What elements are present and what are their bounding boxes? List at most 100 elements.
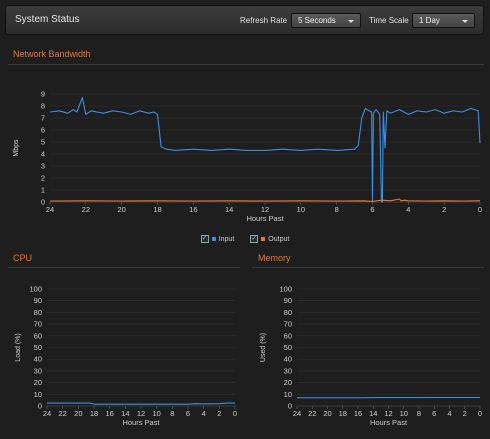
chevron-down-icon xyxy=(462,20,468,23)
bandwidth-x-tick-label: 16 xyxy=(189,205,197,214)
bandwidth-x-tick-label: 10 xyxy=(297,205,305,214)
cpu-x-tick-label: 2 xyxy=(217,409,221,418)
input-swatch xyxy=(211,237,216,241)
memory-y-tick-label: 60 xyxy=(284,331,292,340)
cpu-series-load-line xyxy=(47,402,235,405)
top-toolbar: System Status Refresh Rate 5 Seconds Tim… xyxy=(5,5,484,35)
cpu-section-title: CPU xyxy=(13,253,33,263)
bandwidth-y-tick-label: 2 xyxy=(41,174,45,183)
cpu-y-tick-label: 70 xyxy=(34,320,42,329)
legend-output-label: Output xyxy=(268,235,290,243)
bandwidth-section-title: Network Bandwidth xyxy=(13,49,91,59)
memory-x-tick-label: 24 xyxy=(293,409,301,418)
memory-x-tick-label: 12 xyxy=(384,409,392,418)
cpu-x-tick-label: 12 xyxy=(137,409,145,418)
time-scale-select[interactable]: 1 Day xyxy=(412,13,475,28)
bandwidth-x-axis-label: Hours Past xyxy=(246,214,284,223)
bandwidth-legend: ✓ Input ✓ Output xyxy=(0,233,490,245)
memory-y-tick-label: 100 xyxy=(279,285,292,294)
memory-x-tick-label: 4 xyxy=(447,409,451,418)
output-swatch xyxy=(261,237,266,241)
bandwidth-y-tick-label: 0 xyxy=(41,198,45,207)
legend-input-label: Input xyxy=(218,235,235,243)
memory-y-tick-label: 40 xyxy=(284,355,292,364)
cpu-divider xyxy=(8,267,240,268)
cpu-x-tick-label: 18 xyxy=(90,409,98,418)
bandwidth-y-tick-label: 4 xyxy=(41,150,45,159)
bandwidth-divider xyxy=(8,64,484,65)
cpu-x-tick-label: 8 xyxy=(170,409,174,418)
bandwidth-y-tick-label: 7 xyxy=(41,114,45,123)
bandwidth-x-tick-label: 2 xyxy=(442,205,446,214)
cpu-y-tick-label: 90 xyxy=(34,296,42,305)
memory-x-tick-label: 6 xyxy=(432,409,436,418)
bandwidth-y-tick-label: 5 xyxy=(41,138,45,147)
bandwidth-x-tick-label: 14 xyxy=(225,205,233,214)
cpu-x-tick-label: 0 xyxy=(233,409,237,418)
cpu-x-tick-label: 14 xyxy=(121,409,129,418)
time-scale-value: 1 Day xyxy=(419,16,440,25)
memory-x-axis-label: Hours Past xyxy=(370,418,408,427)
cpu-x-tick-label: 24 xyxy=(43,409,51,418)
bandwidth-x-tick-label: 12 xyxy=(261,205,269,214)
cpu-x-tick-label: 20 xyxy=(74,409,82,418)
cpu-x-tick-label: 4 xyxy=(202,409,206,418)
cpu-x-tick-label: 6 xyxy=(186,409,190,418)
legend-input-toggle[interactable]: ✓ Input xyxy=(200,233,235,245)
memory-y-tick-label: 20 xyxy=(284,378,292,387)
refresh-rate-value: 5 Seconds xyxy=(298,16,336,25)
cpu-y-tick-label: 30 xyxy=(34,366,42,375)
cpu-y-tick-label: 60 xyxy=(34,331,42,340)
memory-y-tick-label: 50 xyxy=(284,343,292,352)
cpu-x-tick-label: 22 xyxy=(58,409,66,418)
input-checkbox[interactable]: ✓ xyxy=(200,235,209,243)
memory-y-tick-label: 0 xyxy=(288,402,292,411)
cpu-y-axis-label: Load (%) xyxy=(15,333,22,361)
memory-y-tick-label: 90 xyxy=(284,296,292,305)
bandwidth-x-tick-label: 24 xyxy=(46,205,54,214)
bandwidth-y-tick-label: 3 xyxy=(41,162,45,171)
memory-x-tick-label: 8 xyxy=(417,409,421,418)
cpu-x-axis-label: Hours Past xyxy=(122,418,160,427)
bandwidth-y-tick-label: 6 xyxy=(41,126,45,135)
cpu-y-tick-label: 10 xyxy=(34,390,42,399)
cpu-y-tick-label: 0 xyxy=(38,402,42,411)
memory-y-axis-label: Used (%) xyxy=(260,333,267,362)
output-checkbox[interactable]: ✓ xyxy=(250,235,259,243)
memory-x-tick-label: 14 xyxy=(369,409,377,418)
memory-x-tick-label: 16 xyxy=(354,409,362,418)
memory-x-tick-label: 0 xyxy=(478,409,482,418)
memory-y-tick-label: 80 xyxy=(284,308,292,317)
bandwidth-x-tick-label: 6 xyxy=(370,205,374,214)
cpu-y-tick-label: 40 xyxy=(34,355,42,364)
memory-y-tick-label: 10 xyxy=(284,390,292,399)
cpu-y-tick-label: 100 xyxy=(29,285,42,294)
cpu-x-tick-label: 10 xyxy=(152,409,160,418)
bandwidth-y-tick-label: 1 xyxy=(41,186,45,195)
memory-x-tick-label: 18 xyxy=(339,409,347,418)
time-scale-label: Time Scale xyxy=(369,16,409,25)
memory-x-tick-label: 22 xyxy=(308,409,316,418)
bandwidth-series-input-line xyxy=(49,97,481,203)
bandwidth-x-tick-label: 4 xyxy=(406,205,410,214)
memory-section-title: Memory xyxy=(258,253,291,263)
legend-output-toggle[interactable]: ✓ Output xyxy=(250,233,289,245)
bandwidth-y-tick-label: 9 xyxy=(41,90,45,99)
memory-x-tick-label: 2 xyxy=(463,409,467,418)
bandwidth-x-tick-label: 20 xyxy=(117,205,125,214)
bandwidth-series-output-line xyxy=(49,198,481,202)
memory-y-tick-label: 30 xyxy=(284,366,292,375)
chevron-down-icon xyxy=(348,20,354,23)
refresh-rate-label: Refresh Rate xyxy=(240,16,288,25)
cpu-y-tick-label: 50 xyxy=(34,343,42,352)
bandwidth-x-tick-label: 0 xyxy=(478,205,482,214)
memory-y-tick-label: 70 xyxy=(284,320,292,329)
cpu-y-tick-label: 20 xyxy=(34,378,42,387)
bandwidth-y-tick-label: 8 xyxy=(41,102,45,111)
cpu-x-tick-label: 16 xyxy=(105,409,113,418)
refresh-rate-select[interactable]: 5 Seconds xyxy=(291,13,361,28)
memory-x-tick-label: 20 xyxy=(323,409,331,418)
